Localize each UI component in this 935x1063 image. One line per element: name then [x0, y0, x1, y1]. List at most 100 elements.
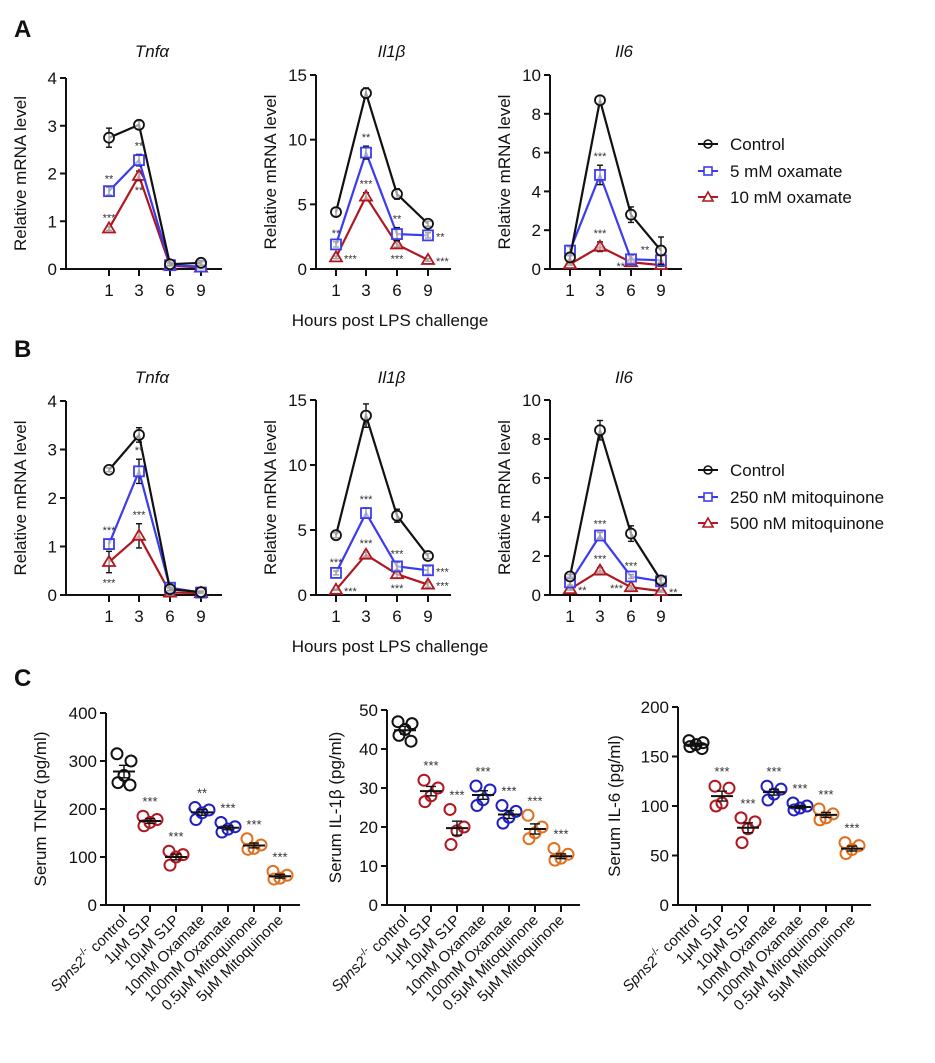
- group-1: ***: [708, 764, 736, 813]
- y-tick-label: 0: [298, 260, 307, 279]
- x-tick-label: 6: [626, 281, 635, 300]
- x-tick-label: 3: [595, 607, 604, 626]
- significance-stars: ***: [436, 581, 450, 593]
- significance-stars: ***: [714, 764, 729, 779]
- y-tick-label: 0: [88, 896, 97, 915]
- significance-stars: ***: [391, 549, 405, 561]
- data-point: [273, 871, 287, 885]
- significance-stars: ***: [360, 494, 374, 506]
- series-high: [562, 562, 669, 596]
- legend-b-label-high: 500 nM mitoquinone: [730, 514, 884, 533]
- legend-b-low: 250 nM mitoquinone: [698, 488, 884, 507]
- data-point: [594, 94, 606, 107]
- series-high: [328, 188, 436, 265]
- data-point: [420, 576, 436, 590]
- data-point: [267, 872, 281, 886]
- y-tick-label: 5: [298, 521, 307, 540]
- data-point: [470, 799, 484, 813]
- y-tick-label: 0: [48, 586, 57, 605]
- legend-a-label-control: Control: [730, 135, 785, 154]
- data-point: [358, 188, 374, 202]
- y-tick-label: 20: [359, 818, 378, 837]
- y-axis-label: Relative mRNA level: [495, 420, 514, 575]
- y-tick-label: 0: [532, 260, 541, 279]
- series-high: [328, 546, 436, 595]
- significance-stars: **: [436, 231, 445, 243]
- data-point: [625, 208, 637, 221]
- x-tick-label: 6: [626, 607, 635, 626]
- significance-stars: ***: [766, 764, 781, 779]
- data-point: [162, 844, 176, 858]
- series-low: [330, 145, 434, 251]
- x-tick-label: 3: [361, 607, 370, 626]
- y-tick-label: 0: [532, 586, 541, 605]
- significance-stars: **: [135, 185, 144, 197]
- data-point: [391, 188, 403, 200]
- chart-title: Tnfα: [135, 42, 171, 61]
- legend-a-low: 5 mM oxamate: [698, 162, 842, 181]
- series-line: [568, 171, 662, 262]
- significance-stars: ***: [391, 253, 405, 265]
- data-point: [111, 776, 125, 790]
- x-tick-label: 3: [134, 607, 143, 626]
- chart-title: Il1β: [378, 42, 406, 61]
- significance-stars: ***: [423, 758, 438, 773]
- data-point: [592, 562, 608, 576]
- series-low: [103, 153, 207, 273]
- chart-title: Tnfα: [135, 368, 171, 387]
- y-tick-label: 10: [522, 391, 541, 410]
- y-tick-label: 10: [288, 456, 307, 475]
- data-point: [457, 820, 471, 834]
- data-point: [360, 409, 372, 422]
- series-control: [103, 118, 207, 271]
- y-tick-label: 15: [288, 66, 307, 85]
- group-2: ***: [443, 787, 471, 852]
- series-line: [108, 158, 202, 268]
- data-point: [391, 228, 403, 240]
- data-point: [330, 238, 342, 251]
- y-axis-label: Relative mRNA level: [261, 95, 280, 250]
- legend-b-high: 500 nM mitoquinone: [698, 514, 884, 533]
- y-tick-label: 200: [69, 800, 97, 819]
- significance-stars: ***: [625, 561, 639, 573]
- significance-stars: **: [332, 228, 341, 240]
- significance-stars: **: [135, 445, 144, 457]
- significance-stars: **: [393, 214, 402, 226]
- data-point: [695, 742, 709, 756]
- y-tick-label: 2: [48, 489, 57, 508]
- data-point: [735, 836, 749, 850]
- data-point: [548, 853, 562, 867]
- data-point: [417, 773, 431, 787]
- group-3: ***: [469, 764, 497, 813]
- data-point: [655, 574, 667, 587]
- x-tick-label: 9: [196, 607, 205, 626]
- legend-a-label-low: 5 mM oxamate: [730, 162, 842, 181]
- data-point: [594, 169, 606, 181]
- y-axis-label: Relative mRNA level: [261, 420, 280, 575]
- data-point: [422, 229, 434, 242]
- x-tick-label: 6: [392, 281, 401, 300]
- data-point: [592, 238, 608, 252]
- x-tick-label: 9: [423, 281, 432, 300]
- legend-b-label-low: 250 nM mitoquinone: [730, 488, 884, 507]
- data-point: [405, 717, 419, 731]
- data-point: [787, 803, 801, 817]
- significance-stars: ***: [168, 829, 183, 844]
- data-point: [734, 811, 748, 825]
- data-point: [133, 154, 145, 167]
- series-control: [564, 94, 667, 265]
- y-tick-label: 0: [48, 260, 57, 279]
- group-2: ***: [162, 829, 190, 872]
- series-line: [334, 411, 429, 557]
- series-control: [330, 87, 434, 230]
- significance-stars: ***: [818, 787, 833, 802]
- data-point: [564, 570, 576, 583]
- data-point: [748, 815, 762, 829]
- significance-stars: ***: [344, 586, 358, 598]
- data-point: [328, 249, 344, 263]
